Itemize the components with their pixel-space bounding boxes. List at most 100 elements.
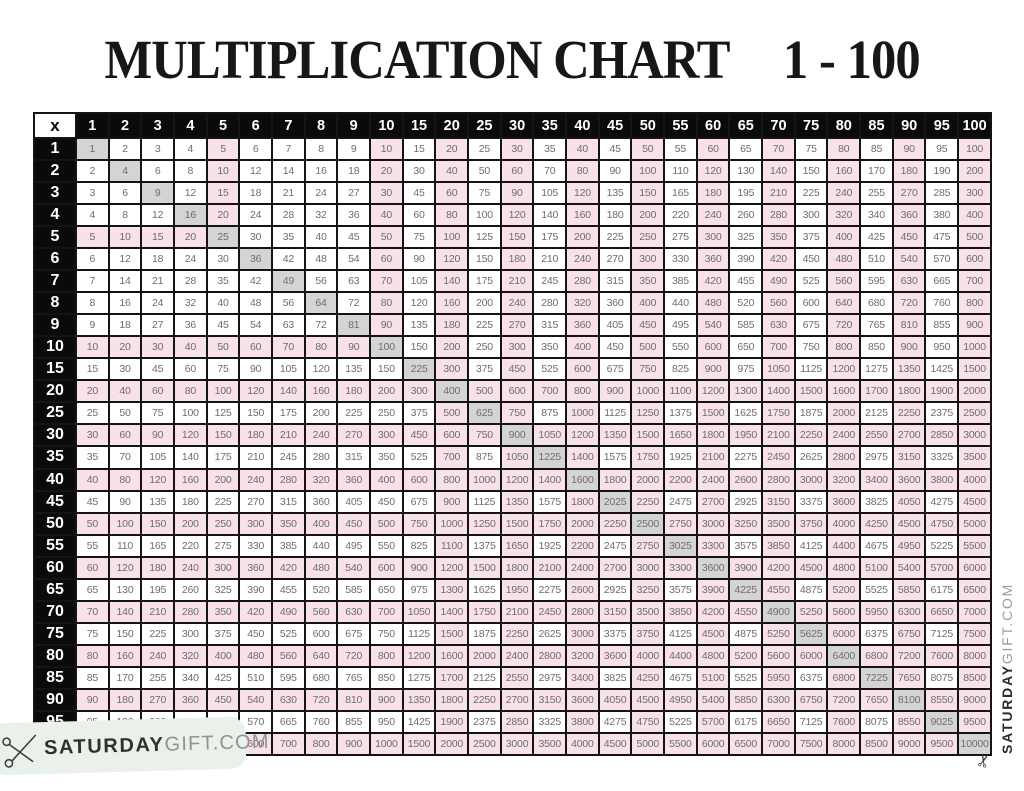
product-cell: 900 (499, 423, 535, 448)
product-cell: 150 (238, 401, 274, 426)
product-cell: 900 (401, 555, 437, 580)
product-cell: 50 (467, 159, 502, 184)
product-cell: 225 (793, 181, 829, 206)
product-cell: 24 (303, 181, 339, 206)
product-cell: 1125 (597, 401, 633, 426)
product-cell: 800 (826, 335, 862, 360)
table-row: 75 75 150 225 300 375 450 525 600 675 750 1125 1500 1… (33, 621, 992, 646)
product-cell: 225 (205, 489, 241, 514)
product-cell: 21 (140, 269, 176, 294)
product-cell: 420 (238, 599, 274, 624)
product-cell: 12 (140, 203, 176, 228)
product-cell: 300 (205, 555, 241, 580)
product-cell: 15 (205, 181, 241, 206)
row-header: 70 (33, 599, 77, 624)
product-cell: 170 (859, 159, 894, 184)
product-cell: 135 (597, 181, 633, 206)
product-cell: 700 (957, 269, 992, 294)
product-cell: 4675 (663, 665, 698, 690)
product-cell: 360 (565, 313, 600, 338)
product-cell: 225 (140, 621, 176, 646)
product-cell: 3600 (597, 643, 633, 668)
product-cell: 10 (75, 335, 110, 360)
product-cell: 3400 (565, 665, 600, 690)
product-cell: 400 (565, 335, 600, 360)
product-cell: 450 (336, 511, 372, 536)
table-row: 9 9 18 27 36 45 54 63 72 81 90 135 180 225 270 315 360 40… (33, 313, 992, 338)
table-row: 45 45 90 135 180 225 270 315 360 405 450 675 900 1125… (33, 489, 992, 514)
product-cell: 360 (238, 555, 274, 580)
product-cell: 300 (369, 423, 404, 448)
product-cell: 810 (336, 687, 372, 712)
product-cell: 140 (761, 159, 796, 184)
brand-name-light: GIFT.COM (164, 730, 270, 756)
column-header: 2 (107, 111, 143, 140)
column-header: 55 (663, 111, 698, 140)
product-cell: 3300 (695, 533, 731, 558)
product-cell: 200 (369, 379, 404, 404)
product-cell: 1625 (728, 401, 764, 426)
product-cell: 4800 (826, 555, 862, 580)
product-cell: 160 (173, 467, 208, 492)
product-cell: 400 (630, 291, 666, 316)
product-cell: 640 (826, 291, 862, 316)
product-cell: 700 (271, 731, 306, 757)
product-cell: 600 (695, 335, 731, 360)
product-cell: 2625 (532, 621, 568, 646)
product-cell: 240 (303, 423, 339, 448)
table-row: 10 10 20 30 40 50 60 70 80 90 100 150 200 250 300 350 40… (33, 335, 992, 360)
product-cell: 2000 (434, 731, 470, 757)
product-cell: 3 (75, 181, 110, 206)
product-cell: 700 (761, 335, 796, 360)
product-cell: 18 (238, 181, 274, 206)
product-cell: 7650 (891, 665, 927, 690)
product-cell: 80 (565, 159, 600, 184)
product-cell: 56 (303, 269, 339, 294)
product-cell: 3600 (891, 467, 927, 492)
table-row: 15 15 30 45 60 75 90 105 120 135 150 225 300 375 450 52… (33, 357, 992, 382)
product-cell: 4500 (597, 731, 633, 757)
product-cell: 420 (761, 247, 796, 272)
product-cell: 285 (924, 181, 960, 206)
product-cell: 3375 (793, 489, 829, 514)
column-header: 40 (565, 111, 600, 140)
product-cell: 160 (565, 203, 600, 228)
product-cell: 21 (271, 181, 306, 206)
product-cell: 2500 (467, 731, 502, 757)
row-header: 7 (33, 269, 77, 294)
table-row: 35 35 70 105 140 175 210 245 280 315 350 525 700 875 1… (33, 445, 992, 470)
product-cell: 3000 (499, 731, 535, 757)
product-cell: 350 (761, 225, 796, 250)
product-cell: 1000 (467, 467, 502, 492)
product-cell: 425 (859, 225, 894, 250)
product-cell: 4 (75, 203, 110, 228)
product-cell: 30 (205, 247, 241, 272)
product-cell: 3575 (728, 533, 764, 558)
product-cell: 1500 (499, 511, 535, 536)
product-cell: 2400 (499, 643, 535, 668)
product-cell: 570 (924, 247, 960, 272)
product-cell: 300 (499, 335, 535, 360)
product-cell: 2750 (630, 533, 666, 558)
product-cell: 2475 (597, 533, 633, 558)
product-cell: 7 (75, 269, 110, 294)
table-row: 3 3 6 9 12 15 18 21 24 27 30 45 60 75 90 105 120 135 150 16… (33, 181, 992, 206)
product-cell: 3400 (859, 467, 894, 492)
product-cell: 4000 (826, 511, 862, 536)
product-cell: 45 (336, 225, 372, 250)
product-cell: 420 (695, 269, 731, 294)
product-cell: 1650 (663, 423, 698, 448)
product-cell: 750 (630, 357, 666, 382)
product-cell: 80 (75, 643, 110, 668)
product-cell: 5500 (957, 533, 992, 558)
product-cell: 6 (238, 137, 274, 162)
product-cell: 140 (173, 445, 208, 470)
product-cell: 110 (107, 533, 143, 558)
product-cell: 600 (401, 467, 437, 492)
product-cell: 3000 (630, 555, 666, 580)
product-cell: 1800 (499, 555, 535, 580)
product-cell: 5100 (695, 665, 731, 690)
product-cell: 8000 (826, 731, 862, 757)
product-cell: 2400 (826, 423, 862, 448)
product-cell: 35 (205, 269, 241, 294)
